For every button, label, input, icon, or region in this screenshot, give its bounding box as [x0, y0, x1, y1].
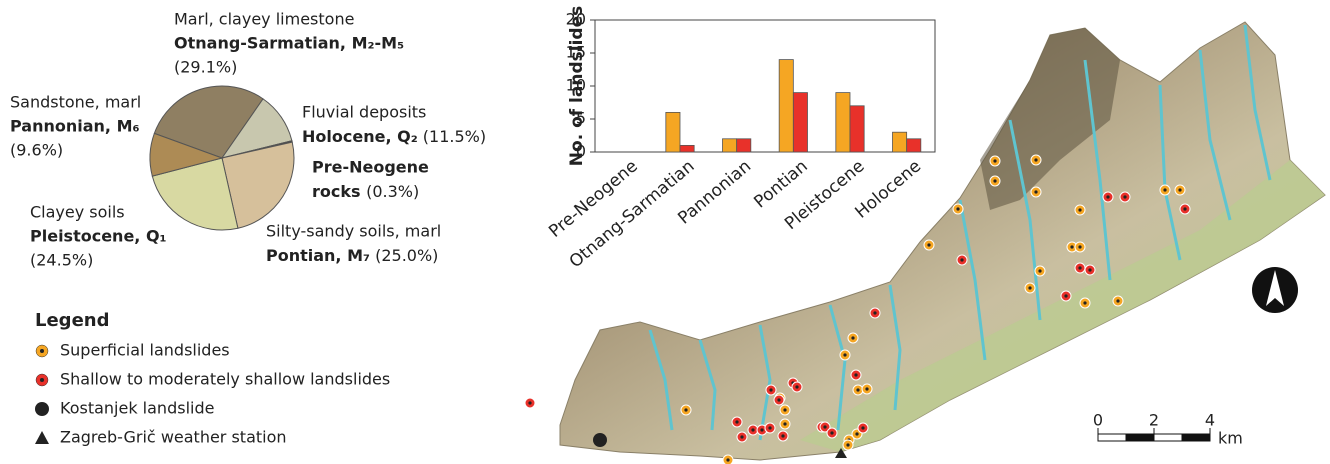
dot-center [851, 336, 854, 339]
dot-center [783, 408, 786, 411]
dot-center [751, 428, 754, 431]
dot-center [854, 373, 857, 376]
dot-center [1123, 195, 1126, 198]
scale-segment [1126, 434, 1154, 441]
dot-center [1178, 188, 1181, 191]
dot-center [993, 179, 996, 182]
dot-center [865, 387, 868, 390]
scale-segment [1154, 434, 1182, 441]
kostanjek-landslide [593, 433, 607, 447]
slice-label: Pleistocene, Q₁ [30, 227, 167, 246]
dot-center [846, 443, 849, 446]
bar [907, 139, 921, 152]
dot-center [956, 207, 959, 210]
dot-center [927, 243, 930, 246]
scale-label: 2 [1149, 411, 1159, 430]
bar [793, 93, 807, 152]
dot-center [1078, 208, 1081, 211]
bar [850, 106, 864, 152]
dot-center [1078, 266, 1081, 269]
slice-label-line: Holocene, Q₂ (11.5%) [302, 127, 486, 146]
slice-value-label: (29.1%) [174, 58, 237, 77]
dot-center [795, 385, 798, 388]
dot-center [873, 311, 876, 314]
dot-center [1034, 190, 1037, 193]
slice-value-label: (24.5%) [30, 251, 93, 270]
dot-center [1106, 195, 1109, 198]
dot-center [528, 401, 531, 404]
scale-label: 4 [1205, 411, 1215, 430]
dot-center [726, 458, 729, 461]
figure: Legend Marl, clayey limestone Otnang-Sarm… [0, 0, 1330, 464]
slice-label-cont: rocks (0.3%) [312, 182, 419, 201]
bar [680, 145, 694, 152]
dot-center [855, 432, 858, 435]
dot-center [1183, 207, 1186, 210]
dot-center [843, 353, 846, 356]
legend-symbol [35, 431, 49, 444]
slice-description: Sandstone, marl [10, 93, 141, 112]
dot-center [769, 388, 772, 391]
scale-label: 0 [1093, 411, 1103, 430]
legend-item: Zagreb-Grič weather station [60, 428, 287, 447]
dot-center [760, 428, 763, 431]
scale-segment [1182, 434, 1210, 441]
slice-description: Clayey soils [30, 203, 125, 222]
dot-center [1088, 268, 1091, 271]
dot-center [777, 398, 780, 401]
dot-center [781, 434, 784, 437]
slice-label: Pannonian, M₆ [10, 117, 140, 136]
legend-item: Kostanjek landslide [60, 399, 214, 418]
slice-value-label: (11.5%) [423, 127, 486, 146]
dot-center [768, 426, 771, 429]
bar [723, 139, 737, 152]
scale-unit: km [1218, 429, 1243, 448]
slice-value-label: (0.3%) [366, 182, 419, 201]
dot-center [783, 422, 786, 425]
bar [893, 132, 907, 152]
dot-center [1034, 158, 1037, 161]
dot-center [861, 426, 864, 429]
dot-center [684, 408, 687, 411]
legend-symbol [35, 402, 49, 416]
dot-center [1163, 188, 1166, 191]
dot-center [830, 431, 833, 434]
dot-center [1028, 286, 1031, 289]
dot-center [1116, 299, 1119, 302]
legend-symbol-dot [40, 378, 44, 382]
bar [666, 112, 680, 152]
dot-center [960, 258, 963, 261]
scale-segment [1098, 434, 1126, 441]
slice-value-label: (9.6%) [10, 141, 63, 160]
slice-label: Pontian, M₇ [266, 246, 370, 265]
dot-center [1078, 245, 1081, 248]
bar [836, 93, 850, 152]
plot-frame [595, 20, 935, 152]
dot-center [1064, 294, 1067, 297]
slice-label: Otnang-Sarmatian, M₂-M₅ [174, 34, 404, 53]
dot-center [735, 420, 738, 423]
slice-description: Fluvial deposits [302, 103, 426, 122]
dot-center [1038, 269, 1041, 272]
slice-label: Pre-Neogene [312, 158, 429, 177]
slice-value-label: (25.0%) [375, 246, 438, 265]
y-axis-title: No. of landslides [567, 6, 587, 166]
bar [737, 139, 751, 152]
legend-symbol-dot [40, 349, 44, 353]
slice-label-line: Pontian, M₇ (25.0%) [266, 246, 438, 265]
dot-center [856, 388, 859, 391]
dot-center [993, 159, 996, 162]
slice-description: Marl, clayey limestone [174, 10, 354, 29]
dot-center [1083, 301, 1086, 304]
legend-item: Superficial landslides [60, 341, 230, 360]
slice-description: Silty-sandy soils, marl [266, 222, 441, 241]
slice-label: Holocene, Q₂ [302, 127, 418, 146]
dot-center [740, 435, 743, 438]
legend-item: Shallow to moderately shallow landslides [60, 370, 390, 389]
dot-center [823, 425, 826, 428]
legend-title: Legend [35, 310, 109, 331]
slice-label-part: rocks [312, 182, 366, 201]
dot-center [1070, 245, 1073, 248]
bar [779, 60, 793, 152]
